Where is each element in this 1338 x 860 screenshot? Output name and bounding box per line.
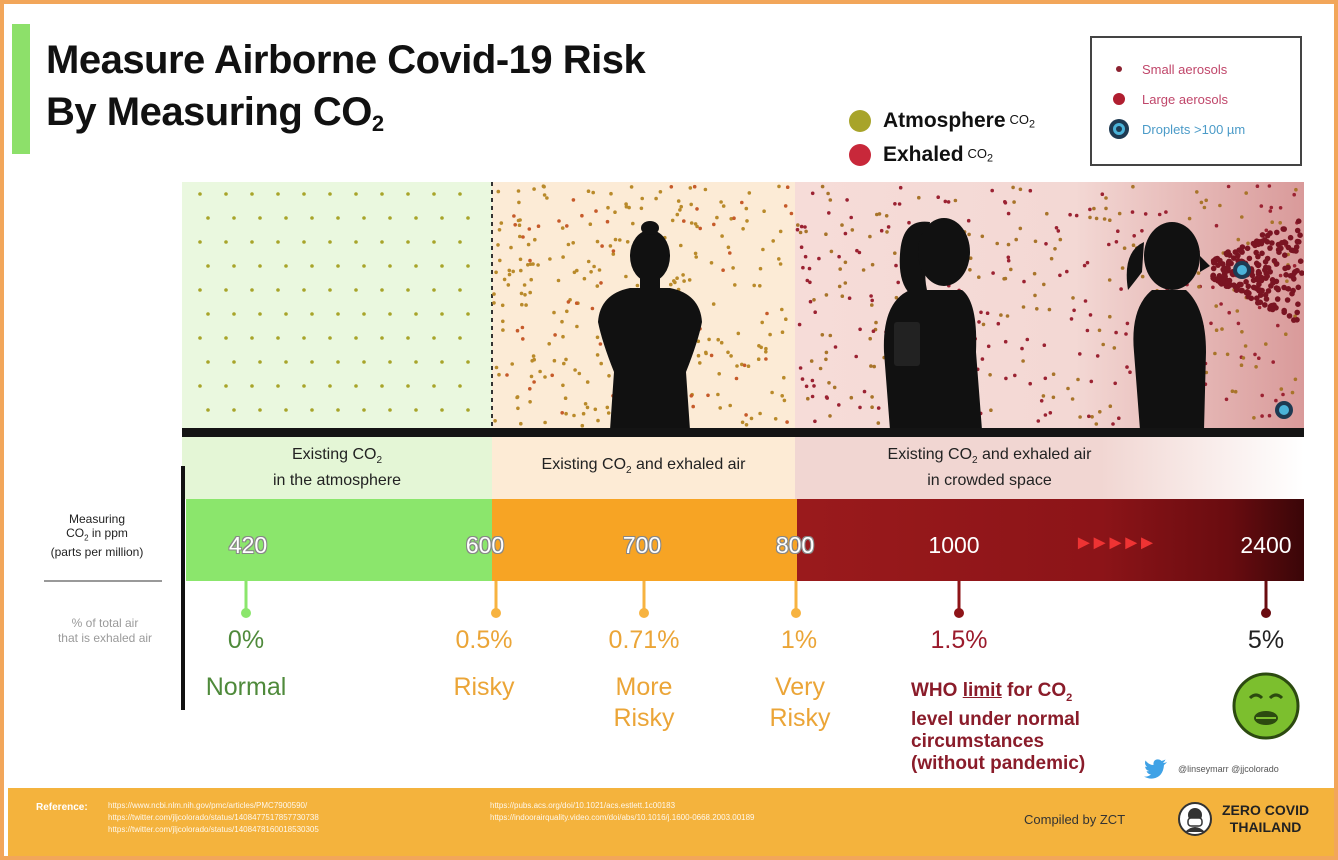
title-line-1: Measure Airborne Covid-19 Risk bbox=[46, 34, 645, 86]
pct-5: 5% bbox=[1248, 626, 1284, 655]
legend-small-aerosols: Small aerosols bbox=[1106, 54, 1290, 84]
increase-arrows-icon: ►►►►► bbox=[1074, 532, 1153, 555]
sick-face-icon bbox=[1232, 672, 1300, 740]
ppm-value-2400: 2400 bbox=[1240, 532, 1291, 559]
ppm-value-600: 600 bbox=[466, 532, 504, 559]
pct-2: 0.71% bbox=[609, 626, 680, 655]
reference-list-right: https://pubs.acs.org/doi/10.1021/acs.est… bbox=[490, 800, 860, 824]
pct-4: 1.5% bbox=[931, 626, 988, 655]
legend-large-aerosols: Large aerosols bbox=[1106, 84, 1290, 114]
ppm-value-700: 700 bbox=[623, 532, 661, 559]
zone-labels: Existing CO2 in the atmosphere Existing C… bbox=[182, 437, 1304, 499]
risk-risky: Risky bbox=[453, 672, 514, 703]
mask-face-icon bbox=[1183, 806, 1207, 832]
reference-link[interactable]: https://twitter.com/jljcolorado/status/1… bbox=[108, 812, 478, 824]
ground-line bbox=[182, 428, 1304, 437]
axis-line bbox=[181, 466, 185, 710]
author-credits: @linseymarr @jjcolorado bbox=[1144, 759, 1279, 779]
reference-link[interactable]: https://pubs.acs.org/doi/10.1021/acs.est… bbox=[490, 800, 860, 812]
risk-very-risky: Very Risky bbox=[769, 672, 830, 734]
tick-1 bbox=[495, 581, 498, 611]
legend-atmosphere: Atmosphere CO2 bbox=[849, 104, 1035, 138]
aerosol-legend: Small aerosols Large aerosols Droplets >… bbox=[1090, 36, 1302, 166]
tick-dot-5 bbox=[1261, 608, 1271, 618]
zone-crowded: Existing CO2 and exhaled air in crowded s… bbox=[795, 437, 1304, 499]
legend-exhaled: Exhaled CO2 bbox=[849, 138, 1035, 172]
legend-droplets: Droplets >100 µm bbox=[1106, 114, 1290, 144]
tick-dot-4 bbox=[954, 608, 964, 618]
title-line-2: By Measuring CO2 bbox=[46, 86, 645, 150]
ppm-value-800: 800 bbox=[776, 532, 814, 559]
tick-0 bbox=[245, 581, 248, 611]
zone-atmosphere: Existing CO2 in the atmosphere bbox=[182, 437, 492, 499]
atmosphere-dot-icon bbox=[849, 110, 871, 132]
risk-normal: Normal bbox=[206, 672, 287, 703]
reference-link[interactable]: https://indoorairquality.video.com/doi/a… bbox=[490, 812, 860, 824]
tick-4 bbox=[958, 581, 961, 611]
zct-logo-text: ZERO COVID THAILAND bbox=[1222, 802, 1309, 836]
ppm-value-1000: 1000 bbox=[928, 532, 979, 559]
reference-link[interactable]: https://twitter.com/jljcolorado/status/1… bbox=[108, 824, 478, 836]
label-divider bbox=[44, 580, 162, 582]
ppm-value-420: 420 bbox=[229, 532, 267, 559]
tick-3 bbox=[795, 581, 798, 611]
tick-dot-0 bbox=[241, 608, 251, 618]
co2-scene-illustration bbox=[182, 182, 1304, 430]
zct-logo-icon bbox=[1178, 802, 1212, 836]
tick-2 bbox=[643, 581, 646, 611]
twitter-bird-icon bbox=[1144, 759, 1168, 779]
page-title: Measure Airborne Covid-19 Risk By Measur… bbox=[46, 34, 645, 150]
co2-legend: Atmosphere CO2 Exhaled CO2 bbox=[849, 104, 1035, 172]
droplet-icon bbox=[1107, 117, 1131, 141]
percent-axis-label: % of total air that is exhaled air bbox=[32, 616, 178, 646]
reference-label: Reference: bbox=[36, 802, 88, 813]
tick-dot-3 bbox=[791, 608, 801, 618]
pct-3: 1% bbox=[781, 626, 817, 655]
who-limit-note: WHO limit for CO2 level under normal cir… bbox=[911, 680, 1085, 775]
small-aerosol-icon bbox=[1115, 65, 1123, 73]
exhaled-dot-icon bbox=[849, 144, 871, 166]
pct-1: 0.5% bbox=[456, 626, 513, 655]
scale-segment-red bbox=[797, 499, 1304, 581]
tick-dot-1 bbox=[491, 608, 501, 618]
ppm-axis-label: Measuring CO2 in ppm (parts per million) bbox=[32, 512, 162, 559]
reference-link[interactable]: https://www.ncbi.nlm.nih.gov/pmc/article… bbox=[108, 800, 478, 812]
risk-more-risky: More Risky bbox=[613, 672, 674, 734]
title-accent-bar bbox=[12, 24, 30, 154]
reference-list-left: https://www.ncbi.nlm.nih.gov/pmc/article… bbox=[108, 800, 478, 836]
pct-0: 0% bbox=[228, 626, 264, 655]
person-silhouette-3 bbox=[1127, 222, 1210, 430]
tick-5 bbox=[1265, 581, 1268, 611]
zone-exhaled: Existing CO2 and exhaled air bbox=[492, 437, 795, 499]
large-aerosol-icon bbox=[1112, 92, 1126, 106]
compiled-by: Compiled by ZCT bbox=[1024, 812, 1125, 827]
footer-references: Reference: https://www.ncbi.nlm.nih.gov/… bbox=[8, 788, 1338, 860]
tick-dot-2 bbox=[639, 608, 649, 618]
